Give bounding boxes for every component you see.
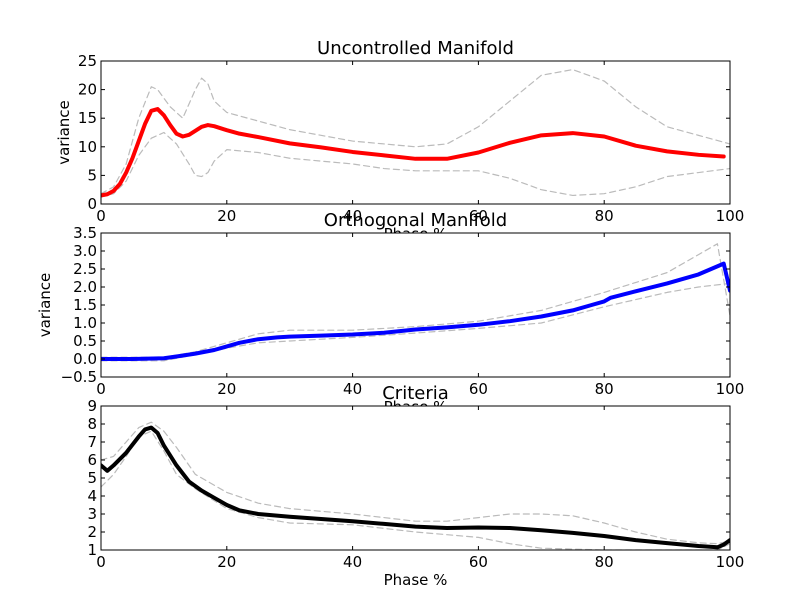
- orthogonal-manifold-y-tick-label: 1.5: [73, 296, 97, 314]
- uncontrolled-manifold-x-tick-label: 60: [469, 207, 488, 225]
- criteria-upper-line: [101, 421, 730, 545]
- orthogonal-manifold-x-tick-label: 80: [595, 380, 614, 398]
- orthogonal-manifold-panel: 0 20 40 60 80 100 −0.50.00.51.01.52.02.53.03.5…: [36, 210, 744, 416]
- uncontrolled-manifold-panel: 0204060801000510152025Phase %varianceUnc…: [55, 38, 744, 243]
- uncontrolled-manifold-series-group: [101, 68, 730, 198]
- orthogonal-manifold-y-tick-label: 3.5: [73, 224, 97, 242]
- uncontrolled-manifold-x-tick-label: 40: [343, 207, 362, 225]
- uncontrolled-manifold-mean-line: [101, 107, 726, 198]
- orthogonal-manifold-y-tick-label: 2.0: [73, 278, 97, 296]
- uncontrolled-manifold-y-axis-label: variance: [55, 100, 73, 165]
- uncontrolled-manifold-y-tick-label: 20: [78, 81, 97, 99]
- criteria-series-group: [101, 421, 730, 550]
- criteria-frame: [100, 405, 731, 551]
- orthogonal-manifold-title: Orthogonal Manifold: [324, 210, 507, 231]
- orthogonal-manifold-mean-line: [101, 261, 730, 361]
- orthogonal-manifold-upper-line: [101, 243, 730, 358]
- orthogonal-manifold-frame: [100, 232, 731, 378]
- orthogonal-manifold-x-tick-label: 100: [716, 380, 745, 398]
- criteria-x-tick-label: 40: [343, 553, 362, 571]
- criteria-x-tick-label: 20: [217, 553, 236, 571]
- orthogonal-manifold-series-group: [101, 243, 730, 362]
- uncontrolled-manifold-x-tick-label: 80: [595, 207, 614, 225]
- uncontrolled-manifold-y-tick-label: 15: [78, 109, 97, 127]
- criteria-lower-line: [101, 430, 730, 550]
- criteria-y-tick-label: 7: [87, 433, 97, 451]
- uncontrolled-manifold-x-tick-label: 100: [716, 207, 745, 225]
- criteria-y-tick-label: 3: [87, 505, 97, 523]
- uncontrolled-manifold-frame: [100, 60, 731, 205]
- uncontrolled-manifold-plot-area: [101, 61, 730, 204]
- criteria-y-tick-label: 5: [87, 469, 97, 487]
- uncontrolled-manifold-x-tick-label: 0: [96, 207, 106, 225]
- criteria-y-tick-label: 2: [87, 523, 97, 541]
- orthogonal-manifold-y-tick-label: 0.5: [73, 332, 97, 350]
- criteria-x-tick-label: 80: [595, 553, 614, 571]
- criteria-x-tick-label: 60: [469, 553, 488, 571]
- uncontrolled-manifold-y-tick-label: 5: [87, 166, 97, 184]
- orthogonal-manifold-y-tick-label: 3.0: [73, 242, 97, 260]
- uncontrolled-manifold-y-tick-label: 0: [87, 195, 97, 213]
- uncontrolled-manifold-x-tick-label: 20: [217, 207, 236, 225]
- criteria-mean-line: [101, 425, 730, 550]
- orthogonal-manifold-y-axis-label: variance: [36, 273, 54, 338]
- orthogonal-manifold-y-tick-label: 1.0: [73, 314, 97, 332]
- uncontrolled-manifold-title: Uncontrolled Manifold: [317, 38, 514, 59]
- orthogonal-manifold-x-tick-label: 40: [343, 380, 362, 398]
- orthogonal-manifold-y-tick-label: 2.5: [73, 260, 97, 278]
- uncontrolled-manifold-lower-line: [101, 131, 730, 198]
- criteria-y-tick-label: 6: [87, 451, 97, 469]
- criteria-y-tick-label: 4: [87, 487, 97, 505]
- orthogonal-manifold-x-tick-label: 60: [469, 380, 488, 398]
- criteria-y-tick-label: 8: [87, 415, 97, 433]
- uncontrolled-manifold-upper-line: [101, 68, 730, 195]
- uncontrolled-manifold-y-tick-label: 25: [78, 52, 97, 70]
- uncontrolled-manifold-y-tick-label: 10: [78, 138, 97, 156]
- criteria-x-axis-label: Phase %: [384, 571, 448, 589]
- criteria-x-tick-label: 100: [716, 553, 745, 571]
- orthogonal-manifold-y-tick-label: 0.0: [73, 350, 97, 368]
- criteria-y-tick-label: 1: [87, 541, 97, 559]
- orthogonal-manifold-y-tick-label: −0.5: [61, 368, 97, 386]
- orthogonal-manifold-x-tick-label: 20: [217, 380, 236, 398]
- criteria-y-tick-label: 9: [87, 397, 97, 415]
- criteria-title: Criteria: [382, 383, 449, 404]
- criteria-x-tick-label: 0: [96, 553, 106, 571]
- orthogonal-manifold-x-tick-label: 0: [96, 380, 106, 398]
